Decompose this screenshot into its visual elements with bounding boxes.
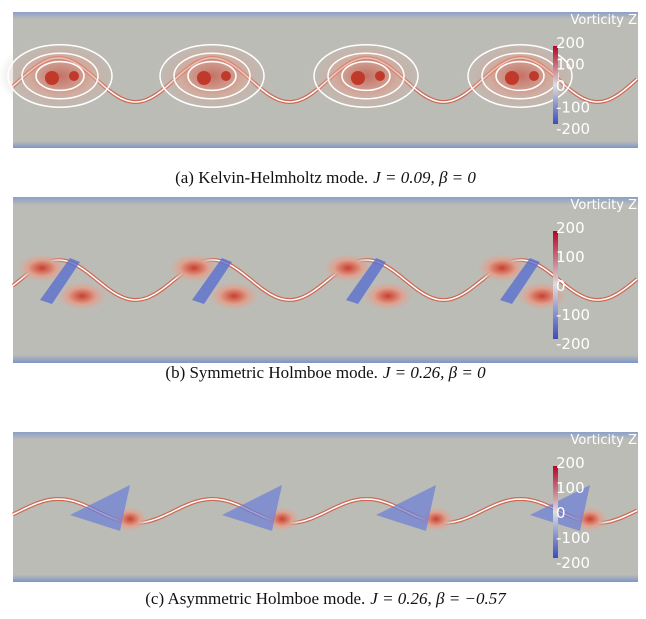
vortex-core bbox=[505, 71, 519, 85]
panel: Vorticity Z 200 100 0 -100 -200 bbox=[0, 12, 638, 148]
colorbar-title: Vorticity Z bbox=[571, 433, 638, 448]
caption: (b) Symmetric Holmboe mode. J = 0.26, β =… bbox=[165, 363, 486, 382]
vortex-core bbox=[69, 71, 79, 81]
panel: Vorticity Z 200 100 0 -100 -200 bbox=[13, 197, 638, 363]
caption-label: (a) Kelvin-Helmholtz mode. bbox=[175, 168, 368, 187]
vortex-halo bbox=[0, 38, 122, 114]
colorbar-tick-label: 200 bbox=[556, 219, 585, 237]
caption-math: J = 0.26, β = −0.57 bbox=[370, 589, 507, 608]
colorbar-tick-label: -200 bbox=[556, 335, 590, 353]
vortex-halo bbox=[150, 38, 274, 114]
colorbar-tick-label: 100 bbox=[556, 479, 585, 497]
colorbar-tick-label: 100 bbox=[556, 56, 585, 74]
colorbar-tick-label: -200 bbox=[556, 120, 590, 138]
caption: (a) Kelvin-Helmholtz mode. J = 0.09, β = … bbox=[175, 168, 476, 187]
colorbar-tick-label: -100 bbox=[556, 529, 590, 547]
vortex-halo bbox=[304, 38, 428, 114]
vortex-core bbox=[529, 71, 539, 81]
colorbar-tick-label: 100 bbox=[556, 248, 585, 266]
figure: Vorticity Z 200 100 0 -100 -200 (a) Kelvin-Hel… bbox=[0, 0, 646, 619]
colorbar-tick-label: 200 bbox=[556, 454, 585, 472]
colorbar-tick-label: 0 bbox=[556, 277, 566, 295]
colorbar-tick-label: 0 bbox=[556, 77, 566, 95]
caption: (c) Asymmetric Holmboe mode. J = 0.26, β … bbox=[145, 589, 507, 608]
caption-math: J = 0.09, β = 0 bbox=[373, 168, 476, 187]
vortex-core bbox=[351, 71, 365, 85]
caption-label: (c) Asymmetric Holmboe mode. bbox=[145, 589, 365, 608]
colorbar-tick-label: 200 bbox=[556, 34, 585, 52]
panel: Vorticity Z 200 100 0 -100 -200 bbox=[13, 432, 638, 582]
colorbar-title: Vorticity Z bbox=[571, 13, 638, 28]
colorbar-tick-label: -100 bbox=[556, 99, 590, 117]
vortex-core bbox=[197, 71, 211, 85]
colorbar-tick-label: 0 bbox=[556, 504, 566, 522]
colorbar-tick-label: -100 bbox=[556, 306, 590, 324]
colorbar-tick-label: -200 bbox=[556, 554, 590, 572]
vortex-core bbox=[375, 71, 385, 81]
caption-math: J = 0.26, β = 0 bbox=[383, 363, 486, 382]
caption-label: (b) Symmetric Holmboe mode. bbox=[165, 363, 377, 382]
vortex-core bbox=[45, 71, 59, 85]
vortex-core bbox=[221, 71, 231, 81]
colorbar-title: Vorticity Z bbox=[571, 198, 638, 213]
